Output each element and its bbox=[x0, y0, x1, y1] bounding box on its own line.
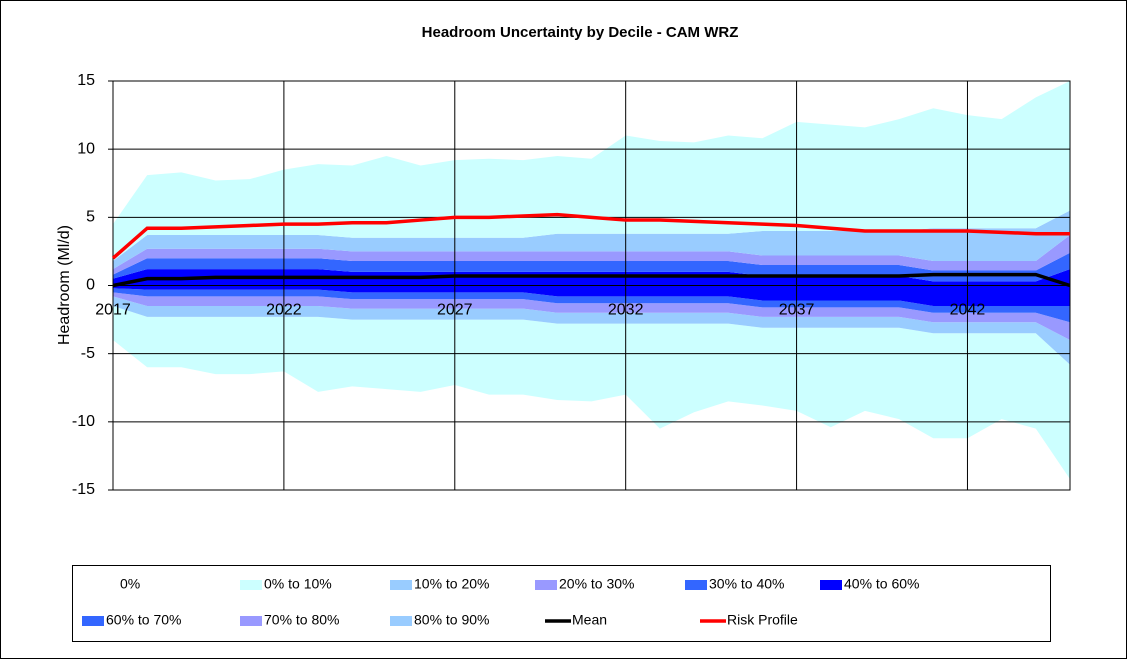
legend-label: 0% to 10% bbox=[264, 576, 332, 592]
x-tick-label: 2027 bbox=[437, 302, 473, 319]
legend-label: 40% to 60% bbox=[844, 576, 920, 592]
area-band bbox=[113, 235, 1070, 275]
legend-swatch bbox=[390, 616, 412, 626]
area-band bbox=[113, 296, 1070, 365]
area-band bbox=[113, 81, 1070, 261]
legend: 0% 0% to 10% 10% to 20% 20% to 30% 30% to 40… bbox=[72, 565, 1051, 642]
x-tick-label: 2037 bbox=[779, 302, 815, 319]
y-tick-label: -15 bbox=[72, 481, 95, 498]
legend-label: 30% to 40% bbox=[709, 576, 785, 592]
series-line bbox=[111, 212, 1070, 260]
plot-area: -15 -10 -5 0 5 10 15 2017 2022 2027 2032 2037 2042 bbox=[72, 72, 1071, 498]
legend-swatch bbox=[820, 580, 842, 590]
y-tick-label: -5 bbox=[81, 345, 95, 362]
legend-swatch bbox=[82, 616, 104, 626]
x-tick-label: 2032 bbox=[608, 302, 644, 319]
legend-label: 10% to 20% bbox=[414, 576, 490, 592]
y-tick-label: -10 bbox=[72, 413, 95, 430]
legend-swatch bbox=[240, 616, 262, 626]
area-band bbox=[113, 305, 1070, 480]
area-band bbox=[113, 288, 1070, 323]
y-tick-label: 15 bbox=[77, 72, 95, 89]
legend-box bbox=[72, 565, 1051, 642]
legend-label: Risk Profile bbox=[727, 612, 798, 628]
y-axis-label: Headroom (Ml/d) bbox=[56, 225, 73, 345]
y-tick-label: 5 bbox=[86, 209, 95, 226]
x-tick-label: 2042 bbox=[950, 302, 986, 319]
legend-swatch bbox=[685, 580, 707, 590]
legend-label: 0% bbox=[120, 576, 140, 592]
x-tick-label: 2017 bbox=[95, 302, 131, 319]
area-band bbox=[113, 210, 1070, 270]
legend-label: 20% to 30% bbox=[559, 576, 635, 592]
legend-label: 80% to 90% bbox=[414, 612, 490, 628]
legend-swatch bbox=[535, 580, 557, 590]
legend-swatch bbox=[390, 580, 412, 590]
legend-label: Mean bbox=[572, 612, 607, 628]
series-line bbox=[112, 272, 1071, 288]
chart-title: Headroom Uncertainty by Decile - CAM WRZ bbox=[422, 24, 739, 41]
y-tick-label: 0 bbox=[86, 277, 95, 294]
x-tick-label: 2022 bbox=[266, 302, 302, 319]
legend-swatch bbox=[240, 580, 262, 590]
legend-label: 70% to 80% bbox=[264, 612, 340, 628]
legend-label: 60% to 70% bbox=[106, 612, 182, 628]
areas bbox=[113, 81, 1070, 480]
area-band bbox=[113, 292, 1070, 341]
y-tick-label: 10 bbox=[77, 140, 95, 157]
